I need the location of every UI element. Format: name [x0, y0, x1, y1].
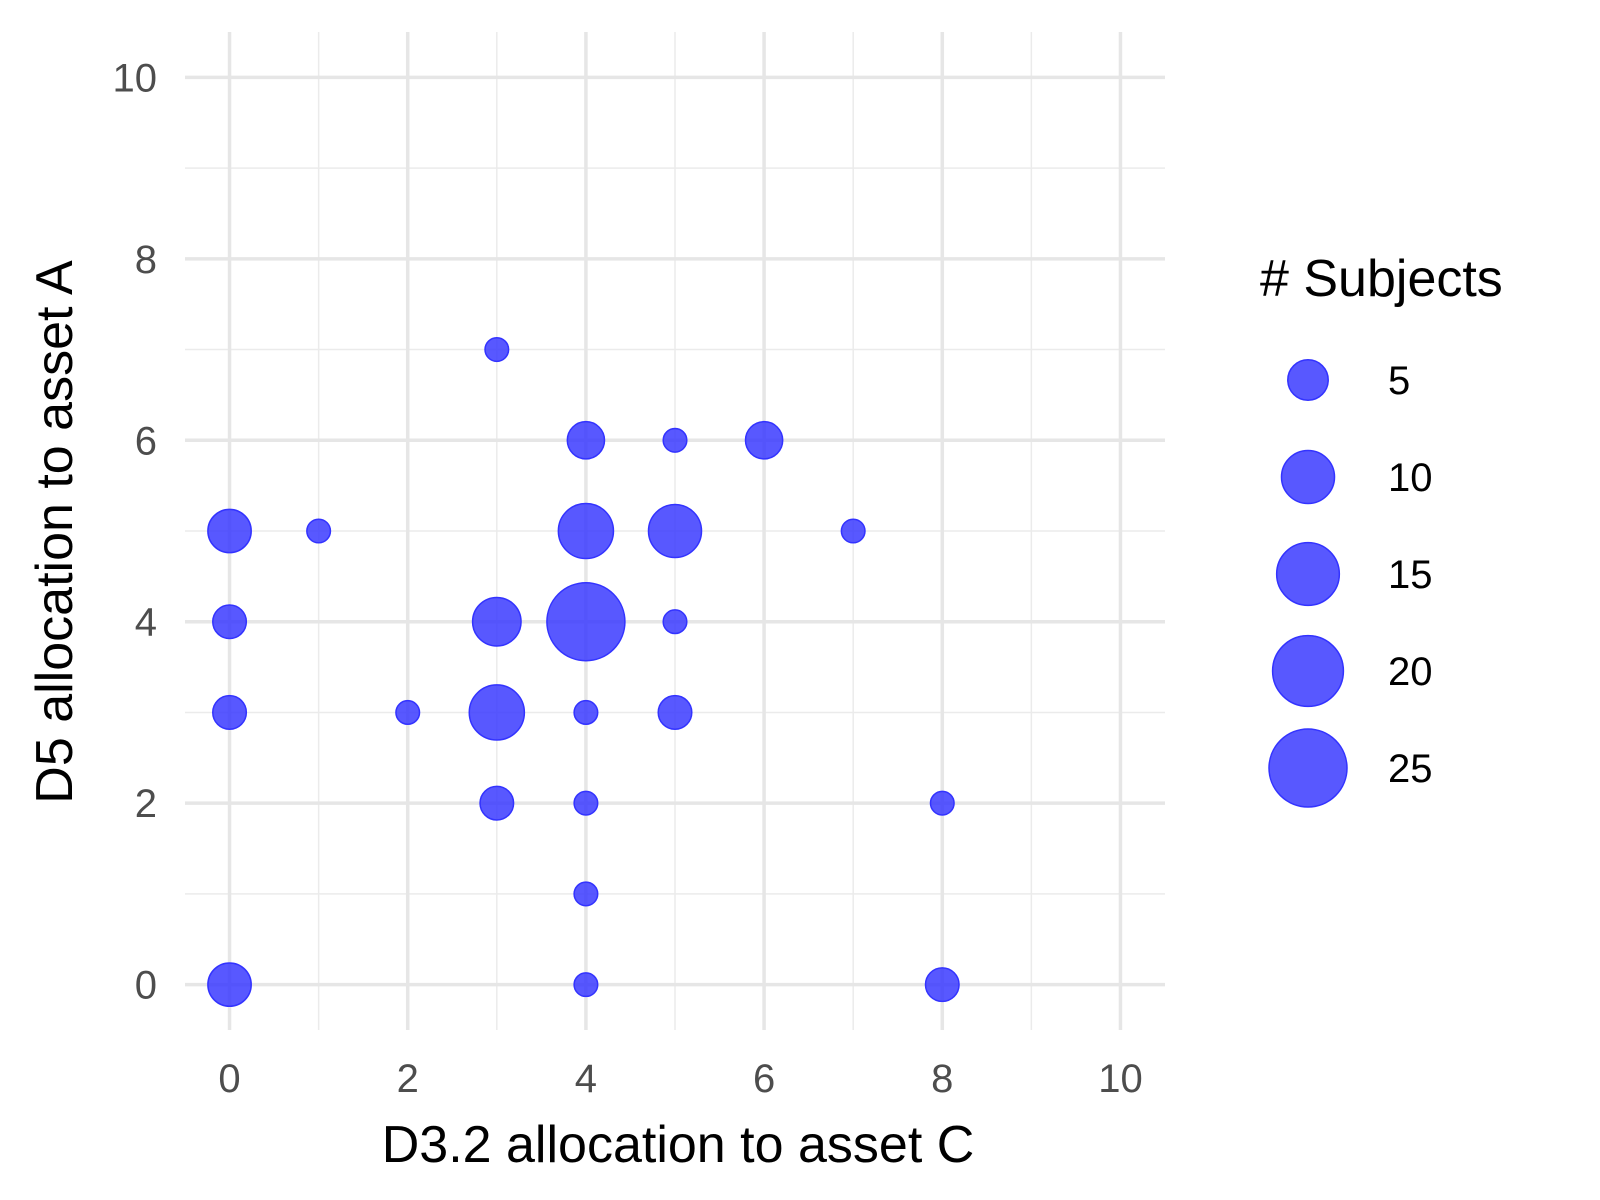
legend-key-label: 5: [1388, 359, 1410, 403]
data-point: [662, 609, 688, 635]
data-point: [484, 336, 510, 363]
x-tick-label: 4: [575, 1057, 597, 1101]
legend-key-label: 25: [1388, 747, 1433, 791]
data-point: [479, 785, 515, 821]
x-tick-label: 0: [218, 1057, 240, 1101]
data-points: [207, 336, 960, 1008]
x-tick-label: 2: [397, 1057, 419, 1101]
data-point: [657, 694, 693, 730]
data-point: [212, 604, 248, 640]
data-point: [395, 699, 421, 726]
data-point: [662, 427, 688, 453]
size-legend: # Subjects 5 10 15 20 25: [1260, 250, 1503, 808]
data-point: [573, 699, 599, 726]
data-point: [306, 518, 332, 544]
legend-key-circle: [1287, 359, 1329, 401]
legend-title: # Subjects: [1260, 250, 1503, 308]
y-tick-label: 10: [113, 56, 158, 100]
data-point: [212, 694, 248, 730]
x-tick-label: 6: [753, 1057, 775, 1101]
x-tick-label: 8: [931, 1057, 953, 1101]
data-point: [573, 790, 599, 816]
data-point: [566, 420, 606, 460]
data-point: [207, 508, 252, 554]
data-point: [744, 420, 784, 460]
y-tick-label: 4: [135, 601, 157, 645]
y-tick-labels: 0 2 4 6 8 10: [113, 56, 158, 1007]
data-point: [924, 967, 960, 1003]
y-axis-title: D5 allocation to asset A: [26, 260, 84, 804]
data-point: [468, 684, 526, 741]
y-tick-label: 8: [135, 238, 157, 282]
legend-key-circle: [1280, 449, 1336, 505]
legend-key-circle: [1268, 728, 1348, 808]
legend-key-label: 15: [1388, 553, 1433, 597]
data-point: [546, 581, 626, 662]
legend-key-circle: [1271, 634, 1345, 708]
y-tick-label: 0: [135, 964, 157, 1008]
legend-items: 5 10 15 20 25: [1268, 359, 1433, 808]
y-tick-label: 6: [135, 419, 157, 463]
data-point: [573, 881, 599, 907]
x-tick-label: 10: [1098, 1057, 1143, 1101]
data-point: [929, 790, 955, 816]
data-point: [471, 596, 522, 647]
data-point: [573, 972, 599, 998]
legend-key-label: 10: [1388, 456, 1433, 500]
data-point: [647, 503, 703, 559]
legend-key-label: 20: [1388, 650, 1433, 694]
data-point: [557, 502, 615, 560]
y-tick-label: 2: [135, 782, 157, 826]
data-point: [207, 962, 252, 1008]
x-axis-title: D3.2 allocation to asset C: [382, 1116, 975, 1174]
x-tick-labels: 0 2 4 6 8 10: [218, 1057, 1142, 1101]
data-point: [840, 518, 866, 544]
legend-key-circle: [1275, 541, 1341, 607]
